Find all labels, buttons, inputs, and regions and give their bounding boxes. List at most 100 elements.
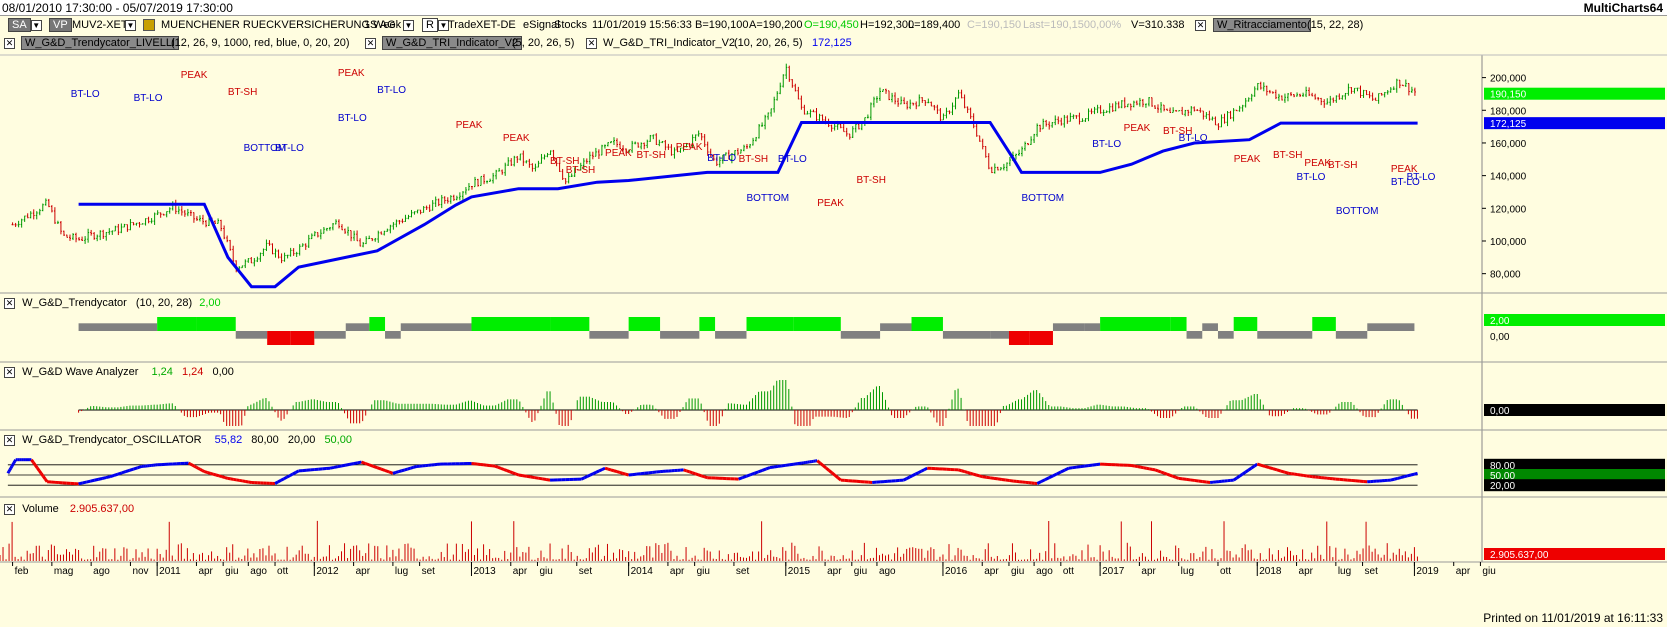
indicator-header: ✕ W_G&D_Trendycator_LIVELLI (12, 26, 9, … (0, 35, 1580, 53)
osc-line-segment (1284, 470, 1290, 475)
bid-label: B=190,100 (695, 19, 749, 31)
chevron-down-icon[interactable]: ▼ (30, 20, 42, 31)
osc-line-segment (9, 465, 14, 469)
osc-line-segment (833, 474, 839, 479)
osc-line-segment (1056, 470, 1062, 476)
signal-label: PEAK (676, 142, 703, 153)
osc-line-segment (1390, 477, 1395, 482)
osc-line-segment (1157, 469, 1162, 474)
signal-label: PEAK (338, 68, 365, 79)
osc-line-segment (40, 472, 45, 478)
vp-button[interactable]: VP (49, 18, 72, 32)
osc-line-segment (586, 473, 591, 478)
volume-value: 2.905.637,00 (69, 503, 135, 515)
osc-line-segment (700, 474, 705, 479)
osc-line-segment (1076, 465, 1081, 469)
trendy-zero-label: 0,00 (1490, 332, 1510, 343)
ritr-name[interactable]: W_Ritracciamento (1213, 18, 1311, 32)
trendy-name: W_G&D_Trendycator (22, 297, 127, 309)
osc-line-segment (1178, 476, 1183, 481)
tri-name[interactable]: W_G&D_TRI_Indicator_V2 (382, 36, 523, 50)
tri-close[interactable]: ✕ (365, 37, 376, 49)
trend-bar (1052, 323, 1085, 331)
close-label: C=190,150 (967, 19, 1022, 31)
osc-line-segment (286, 474, 291, 479)
close-icon[interactable]: ✕ (4, 434, 15, 446)
sa-button[interactable]: SA ▼ (8, 18, 42, 32)
livelli-close[interactable]: ✕ (4, 37, 15, 49)
x-tick-label: apr (1141, 566, 1156, 577)
osc-v4: 50,00 (324, 434, 352, 446)
wave-name: W_G&D Wave Analyzer (22, 366, 139, 378)
close-icon[interactable]: ✕ (4, 366, 15, 378)
osc-line-segment (277, 479, 282, 484)
close-icon[interactable]: ✕ (4, 503, 15, 515)
close-icon[interactable]: ✕ (4, 297, 15, 309)
folder-icon[interactable] (143, 19, 155, 31)
ritr-close[interactable]: ✕ (1195, 19, 1206, 31)
interval-dropdown[interactable]: ▼ (403, 20, 414, 31)
osc-line-segment (923, 466, 928, 472)
osc-line-segment (526, 474, 531, 479)
osc-line-segment (209, 471, 214, 476)
interval-label: 1 Week (364, 19, 402, 31)
osc-line-segment (1232, 476, 1238, 482)
osc-line-segment (836, 476, 842, 482)
osc-line-segment (345, 462, 350, 467)
osc-line-segment (6, 470, 11, 475)
y-tick-label: 160,000 (1490, 139, 1527, 150)
close-icon: ✕ (365, 37, 376, 49)
r-button[interactable]: R ▼ (422, 18, 449, 32)
osc-line-segment (32, 461, 37, 467)
livelli-name[interactable]: W_G&D_Trendycator_LIVELLI (21, 36, 179, 50)
osc-line-segment (506, 469, 511, 474)
signal-label: BT-LO (1391, 177, 1420, 188)
y-tick-label: 80,000 (1490, 270, 1521, 281)
osc-line-segment (239, 478, 243, 483)
symbol-dropdown[interactable]: ▼ (125, 20, 136, 31)
close-icon: ✕ (586, 37, 597, 49)
osc-line-segment (10, 464, 15, 468)
trendy-value-tag: 2,00 (1490, 316, 1510, 327)
trend-bar (400, 323, 472, 331)
trend-bar (314, 331, 346, 339)
trend-bar (715, 331, 747, 339)
signal-label: BT-LO (1179, 133, 1208, 144)
x-tick-label: apr (198, 566, 213, 577)
wave-value-tag-bg (1484, 404, 1665, 416)
tri2-close[interactable]: ✕ (586, 37, 597, 49)
osc-line-segment (1148, 467, 1153, 471)
x-tick-label: giu (225, 566, 238, 577)
x-tick-label: lug (395, 566, 408, 577)
y-tick-label: 180,000 (1490, 106, 1527, 117)
signal-label: BT-LO (377, 85, 406, 96)
x-tick-label: ago (250, 566, 267, 577)
osc-line-segment (34, 464, 39, 469)
x-tick-label: nov (132, 566, 148, 577)
osc-line-segment (1182, 477, 1187, 481)
osc-line-segment (113, 472, 119, 477)
osc-line-segment (920, 468, 925, 473)
osc-line-segment (1068, 466, 1073, 470)
osc-line-segment (997, 477, 1003, 481)
osc-line-segment (989, 476, 995, 480)
osc-line-segment (538, 476, 543, 481)
osc-line-segment (765, 466, 771, 471)
x-tick-label: giu (1482, 566, 1495, 577)
osc-line-segment (598, 468, 603, 473)
y-tick-label: 200,000 (1490, 74, 1527, 85)
osc-line-segment (43, 478, 49, 483)
signal-label: BT-LO (275, 143, 304, 154)
osc-line-segment (902, 477, 908, 482)
osc-line-segment (961, 469, 965, 474)
osc-line-segment (1044, 476, 1050, 482)
trendy-header: ✕ W_G&D_Trendycator (10, 20, 28) 2,00 (4, 297, 221, 309)
signal-label: BT-LO (1092, 139, 1121, 150)
volume-label: V=310.338 (1131, 19, 1185, 31)
x-tick-label: apr (670, 566, 685, 577)
osc-line-segment (1190, 478, 1195, 482)
tri2-value: 172,125 (812, 37, 852, 49)
trend-bar (628, 317, 661, 331)
osc-line-segment (541, 477, 547, 481)
